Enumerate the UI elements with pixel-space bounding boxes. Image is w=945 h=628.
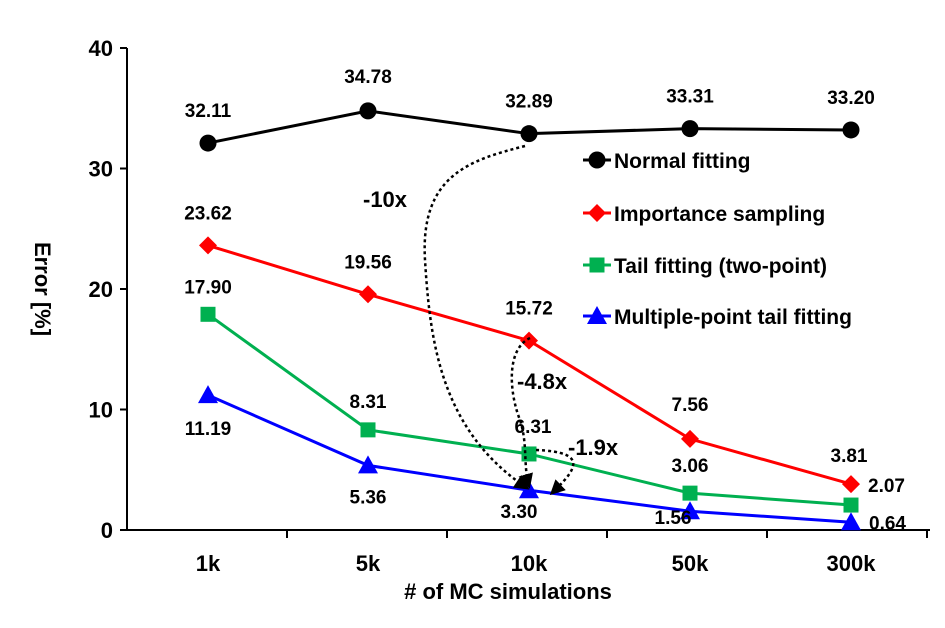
- annotation-arrow: [535, 448, 575, 496]
- data-label: 19.56: [344, 252, 392, 273]
- data-label: 5.36: [350, 487, 387, 508]
- annotation-arrow: [423, 144, 530, 490]
- annotation: -4.8x: [517, 369, 568, 394]
- data-label: 34.78: [344, 67, 392, 88]
- data-point: [842, 121, 860, 139]
- data-label: 3.30: [501, 502, 538, 523]
- y-tick-label: 10: [89, 398, 113, 423]
- data-label: 23.62: [184, 203, 232, 224]
- legend-label: Importance sampling: [614, 203, 825, 226]
- data-point: [200, 306, 216, 322]
- y-tick-label: 40: [89, 36, 113, 61]
- data-label: 32.89: [505, 92, 553, 113]
- data-point: [359, 285, 377, 304]
- data-point: [681, 120, 699, 138]
- y-axis-title: Error [%]: [30, 242, 55, 336]
- data-label: 15.72: [505, 299, 553, 320]
- data-point: [198, 385, 218, 404]
- data-point: [680, 501, 700, 520]
- annotation-arrow: [510, 336, 533, 489]
- data-label: 17.90: [184, 277, 232, 298]
- legend-marker: [587, 306, 607, 324]
- data-label: 8.31: [350, 392, 387, 413]
- data-point: [199, 236, 217, 255]
- legend-marker: [588, 204, 606, 222]
- x-tick-label: 50k: [672, 551, 709, 576]
- legend-marker: [589, 257, 605, 273]
- data-label: 6.31: [515, 417, 552, 438]
- x-axis-title: # of MC simulations: [404, 579, 612, 604]
- data-point: [520, 331, 538, 350]
- data-point: [841, 512, 861, 531]
- data-point: [842, 475, 860, 494]
- data-point: [843, 497, 859, 513]
- data-point: [520, 125, 538, 143]
- data-point: [358, 455, 378, 474]
- data-label: 7.56: [672, 395, 709, 416]
- data-label: 3.81: [831, 446, 868, 467]
- data-label: 1.56: [655, 508, 692, 529]
- x-tick-label: 300k: [827, 551, 877, 576]
- data-point: [359, 102, 377, 120]
- annotation: -1.9x: [568, 435, 619, 460]
- y-tick-label: 30: [89, 157, 113, 182]
- legend-marker: [588, 151, 606, 169]
- legend-label: Normal fitting: [614, 150, 751, 173]
- legend-label: Multiple-point tail fitting: [614, 306, 852, 329]
- data-point: [682, 485, 698, 501]
- data-point: [360, 422, 376, 438]
- x-tick-label: 1k: [196, 551, 221, 576]
- data-point: [199, 134, 217, 152]
- y-tick-label: 20: [89, 277, 113, 302]
- data-label: 32.11: [185, 101, 232, 122]
- y-tick-label: 0: [101, 518, 113, 543]
- data-label: 2.07: [868, 476, 905, 497]
- data-label: 33.31: [666, 87, 714, 108]
- x-tick-label: 5k: [356, 551, 381, 576]
- data-label: 0.64: [869, 513, 906, 534]
- data-point: [521, 446, 537, 462]
- data-label: 33.20: [827, 88, 875, 109]
- x-tick-label: 10k: [511, 551, 548, 576]
- annotation: -10x: [363, 187, 408, 212]
- data-point: [681, 429, 699, 448]
- legend-label: Tail fitting (two-point): [614, 255, 827, 278]
- data-label: 3.06: [672, 456, 709, 477]
- data-label: 11.19: [185, 419, 232, 440]
